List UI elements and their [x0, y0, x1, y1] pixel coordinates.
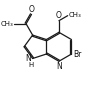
- Text: Br: Br: [73, 50, 81, 59]
- Text: N: N: [25, 54, 31, 63]
- Text: O: O: [29, 5, 34, 14]
- Text: H: H: [29, 62, 34, 68]
- Text: N: N: [56, 62, 62, 71]
- Text: O: O: [56, 11, 62, 20]
- Text: CH₃: CH₃: [0, 21, 13, 27]
- Text: CH₃: CH₃: [69, 12, 81, 18]
